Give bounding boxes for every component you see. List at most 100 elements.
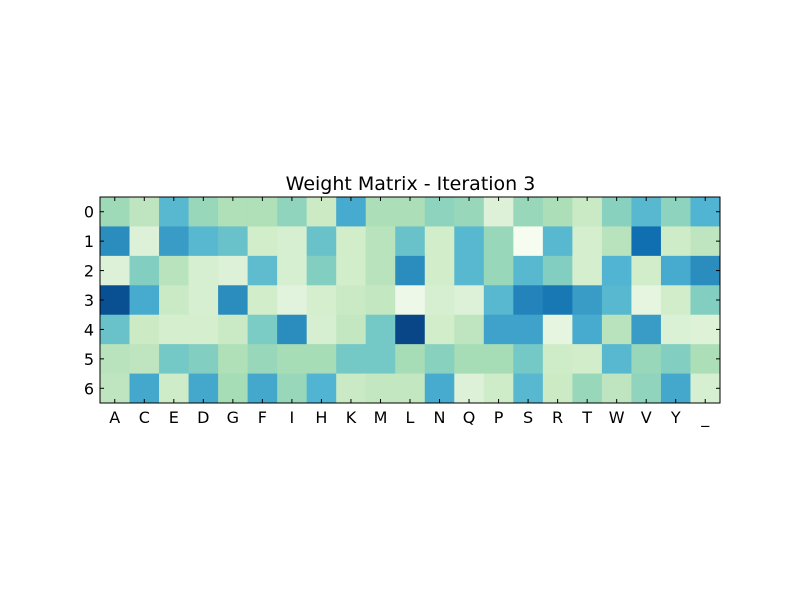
heatmap-cell xyxy=(542,255,573,286)
heatmap-cell xyxy=(454,314,485,345)
heatmap-cell xyxy=(306,255,337,286)
x-tick-label: M xyxy=(374,408,388,427)
heatmap-cell xyxy=(306,226,337,257)
x-axis-ticks: A C E D G F I H K M L N Q P S R T W V Y _ xyxy=(109,197,710,428)
heatmap-cell xyxy=(690,373,721,404)
x-tick-label: C xyxy=(139,408,150,427)
heatmap-cell xyxy=(247,344,278,375)
chart-title: Weight Matrix - Iteration 3 xyxy=(286,173,536,195)
heatmap-cell xyxy=(277,226,308,257)
heatmap-cell xyxy=(277,373,308,404)
heatmap-cell xyxy=(129,226,160,257)
heatmap-cell xyxy=(483,373,514,404)
x-tick-label: I xyxy=(290,408,295,427)
heatmap-cell xyxy=(690,344,721,375)
plot-frame xyxy=(99,196,721,404)
heatmap-cell xyxy=(218,373,249,404)
heatmap-cell xyxy=(336,226,367,257)
y-tick-label: 2 xyxy=(84,262,94,281)
y-tick-label: 6 xyxy=(84,379,94,398)
heatmap-cell xyxy=(660,314,691,345)
heatmap-cell xyxy=(424,285,455,316)
heatmap-cell xyxy=(395,344,426,375)
heatmap-cell xyxy=(188,285,219,316)
heatmap-cell xyxy=(306,314,337,345)
heatmap-cell xyxy=(660,255,691,286)
heatmap-cell xyxy=(483,285,514,316)
heatmap-cell xyxy=(306,373,337,404)
heatmap-cell xyxy=(336,285,367,316)
heatmap-cell xyxy=(218,285,249,316)
x-tick-label: P xyxy=(494,408,504,427)
heatmap-cell xyxy=(631,255,662,286)
heatmap-cell xyxy=(277,314,308,345)
heatmap-cell xyxy=(188,314,219,345)
heatmap-cell xyxy=(454,373,485,404)
heatmap-cell xyxy=(218,314,249,345)
heatmap-cell xyxy=(690,285,721,316)
heatmap-cell xyxy=(188,255,219,286)
x-tick-label: G xyxy=(227,408,239,427)
heatmap-cell xyxy=(159,314,190,345)
heatmap-cell xyxy=(513,226,544,257)
heatmap-cell xyxy=(395,255,426,286)
heatmap-cell xyxy=(188,226,219,257)
heatmap-cell xyxy=(129,255,160,286)
x-tick-label: T xyxy=(581,408,592,427)
heatmap-cell xyxy=(100,197,131,227)
heatmap-cell xyxy=(601,373,632,404)
heatmap-cell xyxy=(247,285,278,316)
heatmap-cell xyxy=(424,197,455,227)
heatmap-cell xyxy=(129,314,160,345)
heatmap-cell xyxy=(306,344,337,375)
heatmap-cell xyxy=(601,226,632,257)
heatmap-cell xyxy=(336,373,367,404)
heatmap-cell xyxy=(159,226,190,257)
heatmap-cell xyxy=(454,255,485,286)
heatmap-cell xyxy=(188,197,219,227)
heatmap-cell xyxy=(631,314,662,345)
heatmap-cell xyxy=(365,344,396,375)
heatmap-cell xyxy=(247,197,278,227)
heatmap-cell xyxy=(513,255,544,286)
heatmap-cell xyxy=(601,255,632,286)
heatmap-cell xyxy=(247,255,278,286)
heatmap-cell xyxy=(483,344,514,375)
heatmap-cell xyxy=(454,197,485,227)
heatmap-cell xyxy=(631,285,662,316)
heatmap-cell xyxy=(572,255,603,286)
heatmap-cell xyxy=(336,255,367,286)
x-tick-label: W xyxy=(609,408,625,427)
heatmap-cell xyxy=(365,226,396,257)
heatmap-cell xyxy=(306,197,337,227)
heatmap-cell xyxy=(660,197,691,227)
heatmap-cell xyxy=(690,226,721,257)
heatmap-cell xyxy=(159,344,190,375)
heatmap-cell xyxy=(277,285,308,316)
heatmap-cell xyxy=(395,226,426,257)
heatmap-cell xyxy=(513,314,544,345)
heatmap-cell xyxy=(601,314,632,345)
heatmap-cell xyxy=(129,344,160,375)
heatmap-cell xyxy=(424,226,455,257)
heatmap-cell xyxy=(660,285,691,316)
heatmap-cell xyxy=(365,285,396,316)
heatmap-cell xyxy=(631,197,662,227)
heatmap-cell xyxy=(218,226,249,257)
y-tick-label: 5 xyxy=(84,350,94,369)
heatmap-cell xyxy=(336,344,367,375)
heatmap-cell xyxy=(365,255,396,286)
heatmap-cell xyxy=(424,344,455,375)
heatmap-cell xyxy=(395,373,426,404)
heatmap-cell xyxy=(572,285,603,316)
heatmap-cell xyxy=(572,373,603,404)
heatmap-cell xyxy=(188,344,219,375)
heatmap-cell xyxy=(660,226,691,257)
heatmap-cell xyxy=(483,314,514,345)
heatmap-cell xyxy=(277,197,308,227)
heatmap-cell xyxy=(631,373,662,404)
heatmap-cell xyxy=(424,314,455,345)
x-tick-label: Y xyxy=(670,408,681,427)
heatmap-cell xyxy=(100,344,131,375)
